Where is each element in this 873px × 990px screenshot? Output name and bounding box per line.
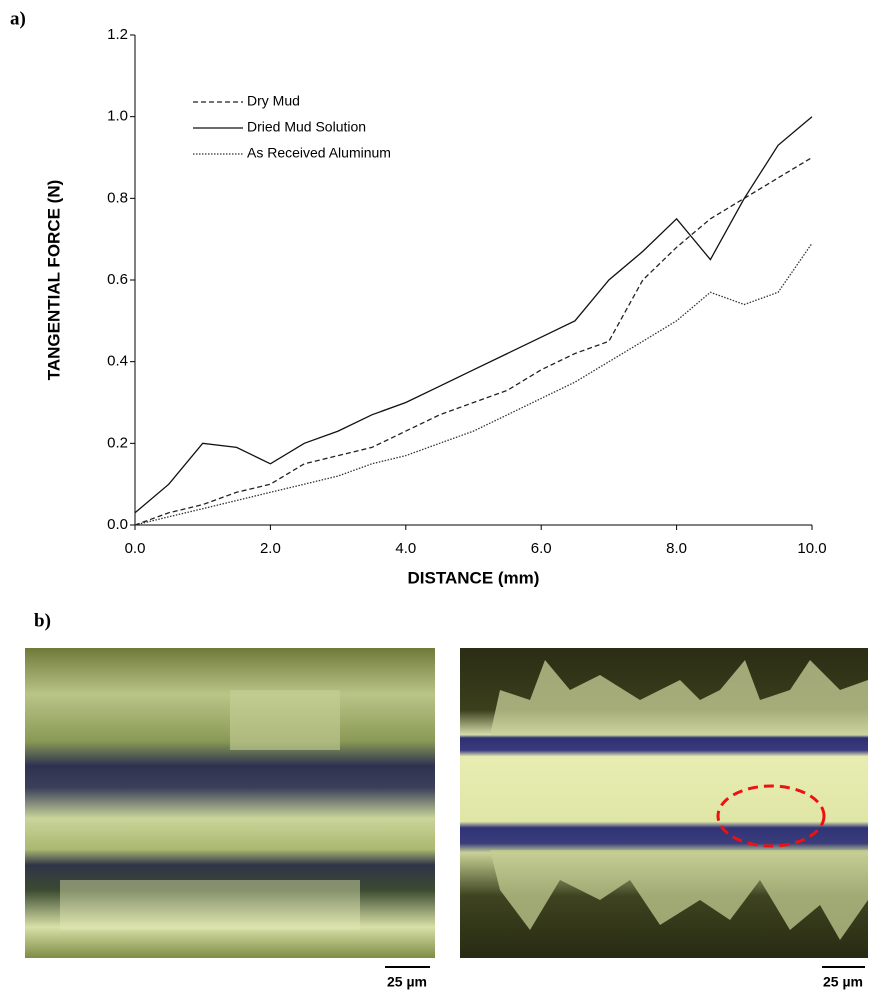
- x-tick-label: 4.0: [395, 540, 416, 557]
- x-tick-label: 8.0: [666, 540, 687, 557]
- panel-label: a): [10, 8, 26, 29]
- y-tick-label: 0.6: [107, 271, 128, 288]
- x-axis-title: DISTANCE (mm): [408, 568, 540, 587]
- panel-label: b): [34, 610, 51, 631]
- data-line: [134, 242, 813, 526]
- legend-label: As Received Aluminum: [247, 145, 391, 161]
- y-tick-label: 0.4: [107, 353, 128, 370]
- debris: [230, 690, 340, 750]
- legend-label: Dry Mud: [247, 93, 300, 109]
- data-line: [134, 116, 813, 514]
- micrograph: 25 µm: [25, 648, 435, 990]
- highlight-ellipse: [716, 784, 826, 848]
- y-tick-label: 1.2: [107, 26, 128, 43]
- y-axis-title: TANGENTIAL FORCE (N): [44, 180, 63, 381]
- y-tick-label: 0.8: [107, 189, 128, 206]
- x-tick-label: 0.0: [125, 540, 146, 557]
- scale-bar-label: 25 µm: [823, 974, 863, 990]
- debris: [490, 850, 868, 940]
- x-tick-label: 10.0: [797, 540, 826, 557]
- y-tick-label: 0.0: [107, 516, 128, 533]
- chart: 0.0 0.2 0.4 0.6 0.8 1.0 1.2 0.0 2.0 4.0 6.0 8.0 10.0…: [44, 26, 826, 588]
- debris: [60, 880, 360, 930]
- micrograph: 25 µm: [460, 648, 868, 990]
- y-tick-label: 1.0: [107, 108, 128, 125]
- y-tick-label: 0.2: [107, 434, 128, 451]
- debris: [490, 660, 868, 735]
- x-tick-label: 2.0: [260, 540, 281, 557]
- scale-bar-label: 25 µm: [387, 974, 427, 990]
- data-line: [134, 156, 813, 526]
- x-tick-label: 6.0: [531, 540, 552, 557]
- legend-label: Dried Mud Solution: [247, 119, 366, 135]
